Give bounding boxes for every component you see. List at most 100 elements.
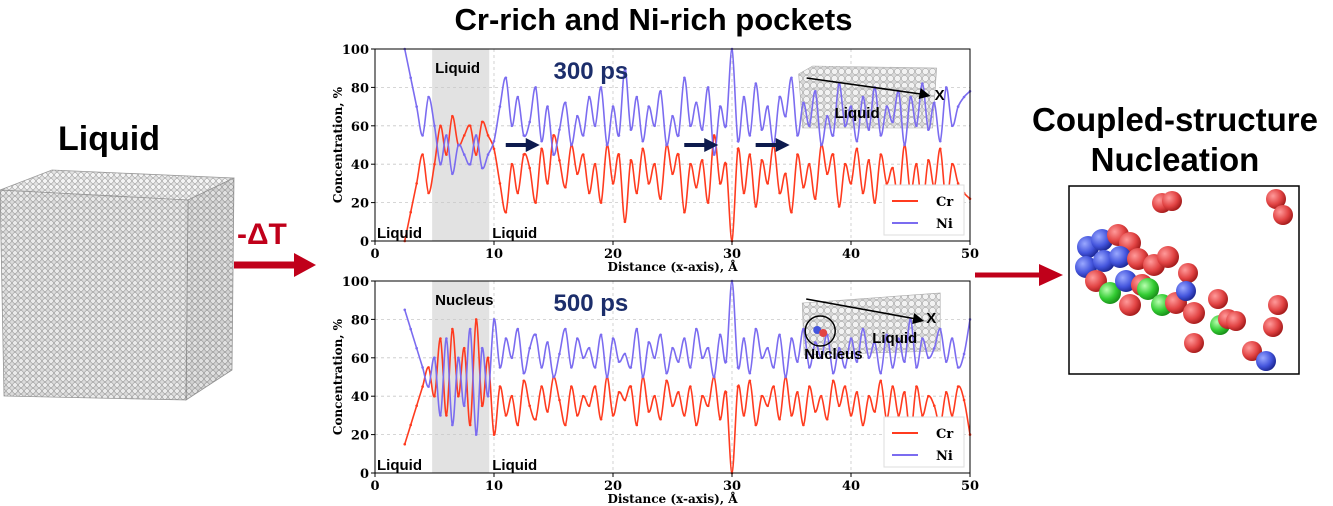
data-point-ni (879, 371, 883, 375)
inset-axis-arrowhead (912, 313, 925, 324)
inset-region-label: Liquid (872, 330, 917, 347)
data-point-cr (474, 153, 478, 156)
data-point-ni (706, 86, 710, 89)
data-point-cr (516, 191, 520, 195)
data-point-ni (581, 134, 585, 137)
data-point-cr (944, 391, 948, 394)
x-tick-label: 30 (723, 247, 741, 262)
data-point-cr (564, 185, 567, 189)
y-tick-label: 0 (360, 467, 369, 482)
data-point-ni (427, 385, 430, 388)
data-point-cr (837, 205, 841, 208)
x-tick-label: 50 (961, 247, 979, 262)
data-point-cr (808, 162, 811, 166)
data-point-ni (778, 333, 781, 337)
data-point-ni (409, 327, 412, 331)
data-point-ni (921, 337, 924, 340)
data-point-ni (849, 105, 853, 108)
data-point-ni (944, 86, 948, 89)
pocket-arrowhead (775, 138, 790, 152)
data-point-ni (474, 433, 478, 436)
y-axis-label: Concentration, % (331, 86, 345, 203)
data-point-ni (665, 143, 668, 147)
chart-500ps: X Liquid Nucleus 0 10 20 30 40 50 0 20 40 60 80 100 Dis… (331, 275, 979, 506)
data-point-cr (498, 182, 502, 185)
data-point-cr (891, 166, 894, 170)
data-point-cr (861, 423, 865, 427)
x-tick-label: 50 (961, 479, 979, 494)
data-point-cr (879, 379, 883, 383)
data-point-ni (915, 124, 918, 128)
nucleation-title-line1: Coupled-structure (1031, 101, 1318, 138)
region-label-right: Liquid (492, 457, 537, 474)
data-point-ni (962, 95, 966, 99)
data-point-cr (599, 201, 603, 204)
data-point-ni (950, 124, 954, 128)
data-point-ni (784, 375, 787, 379)
data-point-cr (665, 379, 668, 383)
data-point-cr (921, 414, 924, 417)
data-point-ni (867, 128, 871, 131)
data-point-cr (879, 153, 883, 156)
data-point-cr (736, 385, 740, 388)
pocket-arrowhead (704, 138, 719, 152)
data-point-ni (909, 95, 912, 99)
data-point-cr (915, 385, 918, 388)
data-point-cr (534, 201, 537, 204)
data-point-cr (462, 134, 466, 137)
data-point-ni (462, 404, 466, 408)
data-point-cr (617, 391, 621, 394)
x-tick-label: 10 (485, 247, 503, 262)
data-point-cr (468, 124, 472, 128)
page-title: Cr-rich and Ni-rich pockets (454, 2, 853, 37)
data-point-ni (855, 360, 859, 363)
data-point-ni (593, 366, 597, 369)
data-point-ni (700, 356, 704, 360)
data-point-cr (611, 414, 615, 417)
data-point-ni (492, 318, 496, 321)
data-point-cr (700, 159, 704, 162)
data-point-cr (885, 182, 888, 185)
data-point-cr (581, 153, 585, 156)
data-point-ni (950, 337, 954, 340)
data-point-ni (944, 360, 948, 363)
data-point-ni (403, 308, 407, 312)
data-point-ni (700, 128, 704, 131)
data-point-cr (462, 346, 466, 350)
data-point-ni (540, 139, 543, 143)
y-tick-label: 0 (360, 235, 369, 250)
data-point-ni (486, 394, 490, 398)
data-point-cr (599, 417, 603, 421)
data-point-cr (653, 394, 656, 398)
data-point-ni (659, 333, 662, 337)
data-point-cr (742, 191, 746, 195)
inset-axis-label: X (926, 310, 936, 327)
data-point-ni (516, 95, 520, 99)
data-point-ni (439, 414, 442, 417)
data-point-cr (445, 153, 448, 156)
data-point-ni (534, 86, 537, 89)
data-point-ni (724, 360, 728, 363)
data-point-ni (445, 134, 448, 137)
y-tick-label: 80 (351, 81, 369, 96)
data-point-ni (492, 139, 496, 143)
data-point-ni (808, 366, 811, 369)
data-point-ni (617, 360, 621, 363)
data-point-ni (457, 356, 460, 360)
liquid-cube-image (0, 169, 235, 401)
data-point-cr (486, 356, 490, 360)
data-point-cr (480, 120, 484, 124)
data-point-cr (623, 398, 627, 402)
data-point-ni (748, 371, 752, 375)
data-point-cr (962, 398, 966, 402)
data-point-cr (427, 366, 430, 369)
data-point-cr (695, 185, 698, 189)
data-point-ni (552, 375, 555, 379)
data-point-ni (736, 366, 740, 369)
legend-label-cr: Cr (936, 195, 953, 210)
data-point-ni (587, 95, 591, 99)
data-point-cr (814, 410, 817, 413)
data-point-ni (695, 327, 698, 331)
legend-box (883, 416, 965, 468)
data-point-ni (760, 356, 764, 360)
